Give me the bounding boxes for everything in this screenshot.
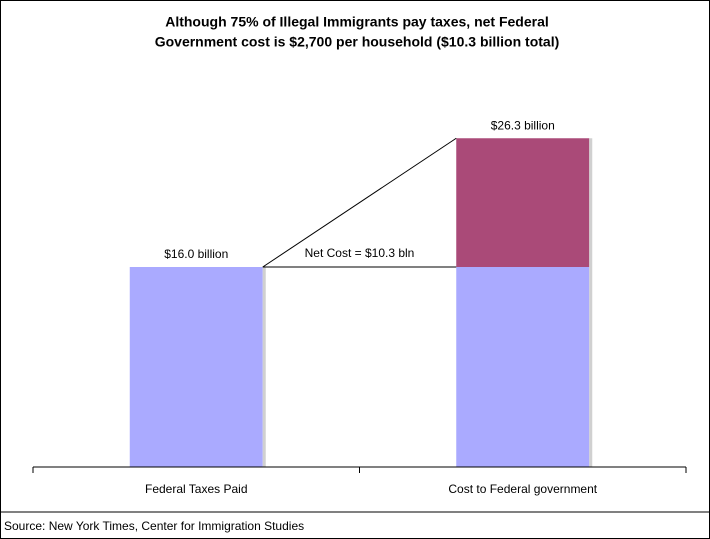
bar-shadow [589, 138, 593, 467]
source: Source: New York Times, Center for Immig… [4, 519, 304, 533]
x-tick-label: Cost to Federal government [448, 482, 597, 496]
bar-shadow [262, 267, 266, 467]
data-label: $16.0 billion [164, 247, 228, 261]
data-label: $26.3 billion [491, 118, 555, 132]
connector [262, 137, 457, 268]
chart-title: Government cost is $2,700 per household … [155, 34, 560, 50]
bar-segment [129, 267, 263, 467]
bar-segment [456, 267, 590, 467]
chart-title: Although 75% of Illegal Immigrants pay t… [165, 14, 549, 30]
annotation: Net Cost = $10.3 bln [305, 246, 415, 260]
bar-segment [456, 138, 590, 267]
x-tick-label: Federal Taxes Paid [145, 482, 248, 496]
